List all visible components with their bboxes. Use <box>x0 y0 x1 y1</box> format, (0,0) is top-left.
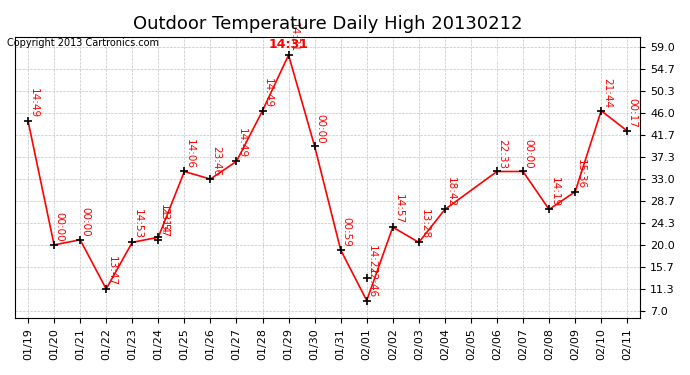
Text: 14:49: 14:49 <box>263 78 273 108</box>
Text: 14:31: 14:31 <box>289 22 299 52</box>
Text: 14:49: 14:49 <box>237 129 247 159</box>
Text: 14:31: 14:31 <box>268 38 308 51</box>
Text: 15:36: 15:36 <box>575 159 586 189</box>
Text: 00:59: 00:59 <box>342 217 351 247</box>
Text: 11:14: 11:14 <box>159 204 169 234</box>
Text: 14:49: 14:49 <box>28 88 39 118</box>
Text: 13:47: 13:47 <box>107 256 117 286</box>
Text: 18:42: 18:42 <box>446 177 455 207</box>
Text: 00:00: 00:00 <box>524 139 533 169</box>
Title: Outdoor Temperature Daily High 20130212: Outdoor Temperature Daily High 20130212 <box>133 15 522 33</box>
Text: 14:06: 14:06 <box>185 139 195 169</box>
Text: 00:00: 00:00 <box>315 114 325 143</box>
Text: 00:00: 00:00 <box>55 213 65 242</box>
Text: 22:33: 22:33 <box>497 139 508 169</box>
Text: 14:19: 14:19 <box>550 177 560 207</box>
Text: 00:17: 00:17 <box>628 98 638 128</box>
Text: 14:53: 14:53 <box>132 210 143 240</box>
Text: 14:22: 14:22 <box>367 245 377 275</box>
Text: Copyright 2013 Cartronics.com: Copyright 2013 Cartronics.com <box>7 38 159 48</box>
Text: 23:57: 23:57 <box>159 207 169 237</box>
Text: 21:44: 21:44 <box>602 78 612 108</box>
Text: 14:57: 14:57 <box>393 194 404 224</box>
Text: 00:00: 00:00 <box>81 207 90 237</box>
Text: 23:46: 23:46 <box>211 146 221 176</box>
Text: 12:46: 12:46 <box>367 268 377 298</box>
Text: 13:28: 13:28 <box>420 210 429 240</box>
